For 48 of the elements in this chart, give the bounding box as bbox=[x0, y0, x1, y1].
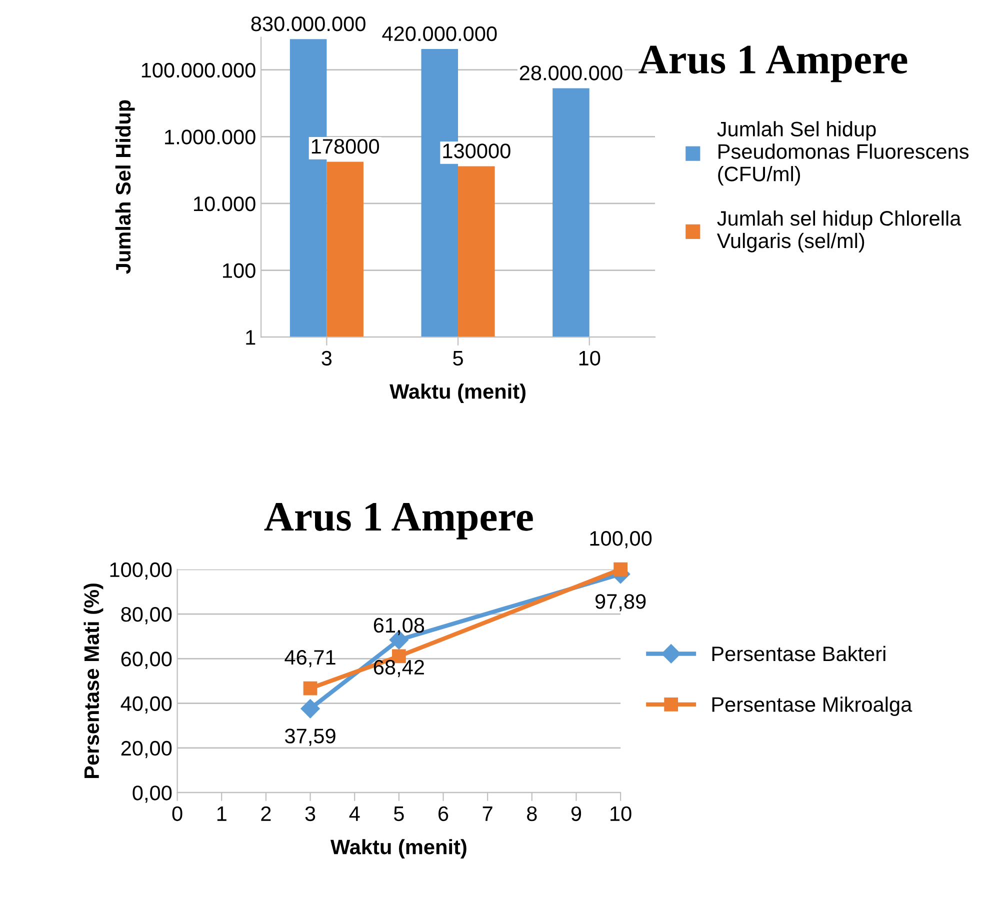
data-label: 420.000.000 bbox=[382, 26, 497, 42]
x-tick-label: 3 bbox=[322, 350, 332, 366]
chart-title: Arus 1 Ampere bbox=[264, 502, 533, 540]
y-tick-label: 60,00 bbox=[121, 652, 172, 669]
x-tick-label: 4 bbox=[349, 806, 360, 821]
data-label: 37,59 bbox=[285, 728, 336, 746]
y-axis-title: Persentase Mati (%) bbox=[84, 584, 104, 778]
data-label: 130000 bbox=[443, 144, 510, 158]
x-tick-label: 2 bbox=[261, 806, 271, 821]
text: Arus 1 Ampere bbox=[638, 46, 908, 82]
y-tick-label: 1 bbox=[246, 330, 256, 345]
y-axis-title: Jumlah Sel Hidup bbox=[115, 100, 135, 274]
data-label: 28.000.000 bbox=[520, 66, 622, 80]
legend-label: Jumlah sel hidup Chlorella Vulgaris (sel/ml) bbox=[716, 210, 962, 252]
x-tick-label: 3 bbox=[305, 806, 316, 822]
x-tick-label: 10 bbox=[579, 350, 600, 366]
data-label: 178000 bbox=[312, 139, 380, 154]
data-label: 46,71 bbox=[284, 650, 336, 668]
data-label: 68,42 bbox=[374, 660, 424, 678]
y-tick-label: 100.000.000 bbox=[142, 62, 256, 78]
y-tick-label: 10.000 bbox=[194, 196, 256, 212]
data-label: 100,00 bbox=[590, 531, 652, 548]
y-tick-label: 100,00 bbox=[110, 562, 172, 580]
point bbox=[614, 562, 628, 576]
x-tick-label: 9 bbox=[571, 806, 582, 822]
y-tick-label: 1.000.000 bbox=[165, 130, 256, 144]
x-tick-label: 7 bbox=[482, 806, 492, 821]
legend-label: Jumlah Sel hidup Pseudomonas Fluorescens (CFU/ml) bbox=[717, 121, 969, 186]
legend-label: Persentase Mikroalga bbox=[712, 696, 912, 716]
y-tick-label: 0,00 bbox=[132, 786, 172, 803]
legend-label: Persentase Bakteri bbox=[712, 646, 886, 662]
y-tick-label: 20,00 bbox=[121, 740, 172, 758]
x-axis-title: Waktu (menit) bbox=[390, 384, 526, 403]
x-tick-label: 8 bbox=[527, 806, 537, 822]
x-tick-label: 5 bbox=[394, 806, 404, 822]
y-tick-label: 100 bbox=[222, 263, 256, 278]
y-tick-label: 40,00 bbox=[120, 696, 172, 714]
x-axis-title: Waktu (menit) bbox=[330, 839, 466, 858]
x-tick-label: 5 bbox=[453, 351, 463, 366]
data-label: 97,89 bbox=[595, 594, 646, 612]
data-label: 830.000.000 bbox=[251, 16, 366, 32]
data-label: 61,08 bbox=[374, 618, 424, 636]
point bbox=[303, 681, 318, 696]
point bbox=[300, 699, 320, 718]
x-tick-label: 0 bbox=[172, 806, 182, 822]
x-tick-label: 6 bbox=[438, 806, 448, 822]
x-tick-label: 10 bbox=[610, 806, 632, 822]
y-tick-label: 80,00 bbox=[121, 607, 172, 624]
